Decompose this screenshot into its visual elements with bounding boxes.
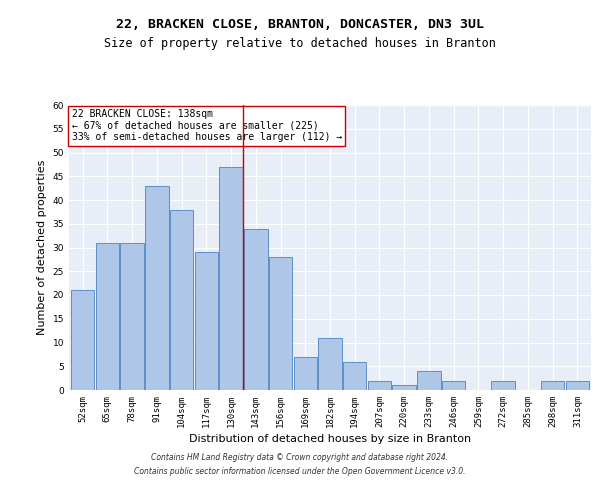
Bar	[343, 362, 367, 390]
Bar	[71, 290, 94, 390]
Bar	[121, 243, 144, 390]
Bar	[293, 357, 317, 390]
Bar	[368, 380, 391, 390]
Y-axis label: Number of detached properties: Number of detached properties	[37, 160, 47, 335]
Bar	[318, 338, 342, 390]
Text: 22 BRACKEN CLOSE: 138sqm
← 67% of detached houses are smaller (225)
33% of semi-: 22 BRACKEN CLOSE: 138sqm ← 67% of detach…	[71, 110, 342, 142]
Bar	[417, 371, 441, 390]
Text: Size of property relative to detached houses in Branton: Size of property relative to detached ho…	[104, 38, 496, 51]
Bar	[566, 380, 589, 390]
Bar	[541, 380, 565, 390]
Bar	[95, 243, 119, 390]
Bar	[244, 228, 268, 390]
Text: 22, BRACKEN CLOSE, BRANTON, DONCASTER, DN3 3UL: 22, BRACKEN CLOSE, BRANTON, DONCASTER, D…	[116, 18, 484, 30]
Bar	[269, 257, 292, 390]
Bar	[442, 380, 466, 390]
Text: Contains public sector information licensed under the Open Government Licence v3: Contains public sector information licen…	[134, 467, 466, 476]
Bar	[219, 167, 243, 390]
Bar	[194, 252, 218, 390]
Bar	[392, 385, 416, 390]
Text: Contains HM Land Registry data © Crown copyright and database right 2024.: Contains HM Land Registry data © Crown c…	[151, 454, 449, 462]
Bar	[170, 210, 193, 390]
Bar	[145, 186, 169, 390]
Bar	[491, 380, 515, 390]
X-axis label: Distribution of detached houses by size in Branton: Distribution of detached houses by size …	[189, 434, 471, 444]
